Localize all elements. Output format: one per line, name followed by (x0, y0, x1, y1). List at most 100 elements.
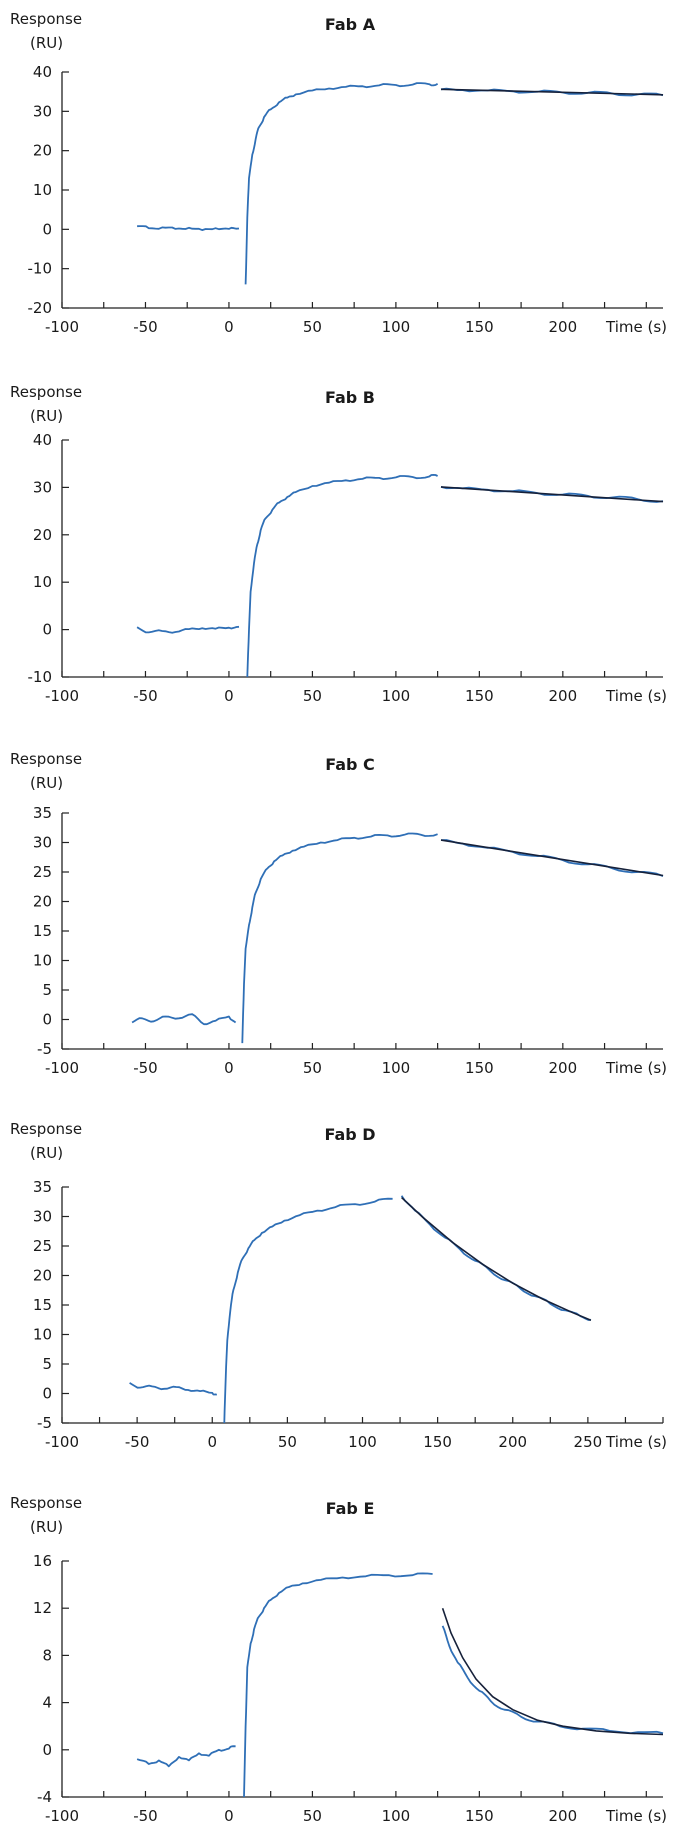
x-tick-label: -100 (45, 1433, 79, 1451)
fit-curve (440, 486, 664, 503)
chart-title: Fab B (325, 388, 375, 407)
y-tick-label: 20 (33, 142, 52, 160)
y-axis-label: Response (10, 10, 82, 28)
y-tick-label: -4 (37, 1788, 52, 1806)
x-tick-label: 100 (348, 1433, 377, 1451)
x-axis-label: Time (s) (605, 1059, 667, 1077)
x-tick-label: 50 (303, 1059, 322, 1077)
x-tick-label: 150 (465, 318, 494, 336)
y-tick-label: 40 (33, 63, 52, 81)
y-tick-label: -20 (28, 299, 53, 317)
y-tick-label: 0 (42, 220, 52, 238)
y-tick-label: -10 (28, 260, 53, 278)
y-axis-label: Response (10, 750, 82, 768)
y-tick-label: -10 (28, 668, 53, 686)
x-axis-label: Time (s) (605, 1807, 667, 1825)
x-axis-label: Time (s) (605, 687, 667, 705)
x-tick-label: 50 (303, 1807, 322, 1825)
x-tick-label: -100 (45, 318, 79, 336)
y-tick-label: 25 (33, 1237, 52, 1255)
x-tick-label: 0 (224, 1807, 234, 1825)
sensorgram-association (246, 474, 438, 678)
x-tick-label: 100 (382, 1807, 411, 1825)
y-tick-label: 0 (42, 1385, 52, 1403)
y-axis-unit: (RU) (30, 774, 63, 792)
x-tick-label: -50 (133, 1059, 158, 1077)
x-tick-label: -50 (133, 318, 158, 336)
y-tick-label: 15 (33, 922, 52, 940)
x-tick-label: 150 (465, 687, 494, 705)
chart-title: Fab E (326, 1499, 375, 1518)
y-axis-label: Response (10, 1494, 82, 1512)
y-axis-label: Response (10, 383, 82, 401)
y-tick-label: 8 (42, 1646, 52, 1664)
sensorgram-association (244, 82, 439, 285)
x-tick-label: -50 (133, 687, 158, 705)
chart-panel-5: Response (RU) Fab E -4 0 4 8 12 16 -100 -50 0 50 100 1… (10, 1494, 667, 1825)
x-tick-label: -100 (45, 687, 79, 705)
x-tick-label: -50 (125, 1433, 150, 1451)
sensorgram-baseline (136, 1745, 236, 1768)
y-tick-label: 10 (33, 1326, 52, 1344)
y-axis-label: Response (10, 1120, 82, 1138)
y-tick-label: 5 (42, 1355, 52, 1373)
sensorgram-dissociation (400, 1195, 591, 1321)
sensorgram-baseline (137, 225, 240, 231)
x-tick-label: 50 (278, 1433, 297, 1451)
x-tick-label: 200 (549, 1807, 578, 1825)
sensorgram-baseline (129, 1382, 218, 1396)
x-tick-label: 100 (382, 318, 411, 336)
x-tick-label: -100 (45, 1807, 79, 1825)
y-tick-label: 30 (33, 834, 52, 852)
y-tick-label: 15 (33, 1296, 52, 1314)
y-tick-label: -5 (37, 1414, 52, 1432)
y-tick-label: 40 (33, 431, 52, 449)
y-tick-label: 12 (33, 1599, 52, 1617)
y-tick-label: 35 (33, 804, 52, 822)
y-tick-label: 10 (33, 573, 52, 591)
x-axis-label: Time (s) (605, 318, 667, 336)
y-axis-unit: (RU) (30, 407, 63, 425)
y-tick-label: 30 (33, 478, 52, 496)
fit-curve (440, 839, 664, 877)
x-tick-label: 50 (303, 318, 322, 336)
fit-curve (401, 1197, 592, 1322)
x-tick-label: 100 (382, 687, 411, 705)
x-tick-label: 100 (382, 1059, 411, 1077)
x-tick-label: 0 (224, 687, 234, 705)
y-tick-label: 0 (42, 1741, 52, 1759)
sensorgram-association (241, 832, 438, 1044)
x-tick-label: -50 (133, 1807, 158, 1825)
x-tick-label: 50 (303, 687, 322, 705)
y-tick-label: -5 (37, 1040, 52, 1058)
y-tick-label: 20 (33, 893, 52, 911)
y-tick-label: 35 (33, 1178, 52, 1196)
sensorgram-dissociation (441, 1625, 664, 1735)
y-tick-label: 5 (42, 981, 52, 999)
sensorgram-baseline (136, 625, 240, 634)
y-axis-unit: (RU) (30, 34, 63, 52)
y-axis-unit: (RU) (30, 1518, 63, 1536)
x-tick-label: 200 (498, 1433, 527, 1451)
x-tick-label: 150 (465, 1807, 494, 1825)
x-tick-label: 200 (549, 318, 578, 336)
y-tick-label: 0 (42, 621, 52, 639)
x-tick-label: 0 (224, 318, 234, 336)
x-tick-label: 250 (574, 1433, 603, 1451)
fit-curve (441, 1607, 664, 1736)
chart-title: Fab C (325, 755, 375, 774)
y-tick-label: 20 (33, 526, 52, 544)
sensorgram-baseline (131, 1013, 237, 1026)
y-tick-label: 0 (42, 1011, 52, 1029)
x-tick-label: -100 (45, 1059, 79, 1077)
y-tick-label: 20 (33, 1267, 52, 1285)
x-tick-label: 150 (465, 1059, 494, 1077)
x-tick-label: 200 (549, 1059, 578, 1077)
y-tick-label: 30 (33, 1208, 52, 1226)
x-tick-label: 0 (207, 1433, 217, 1451)
fit-curve (440, 88, 664, 96)
